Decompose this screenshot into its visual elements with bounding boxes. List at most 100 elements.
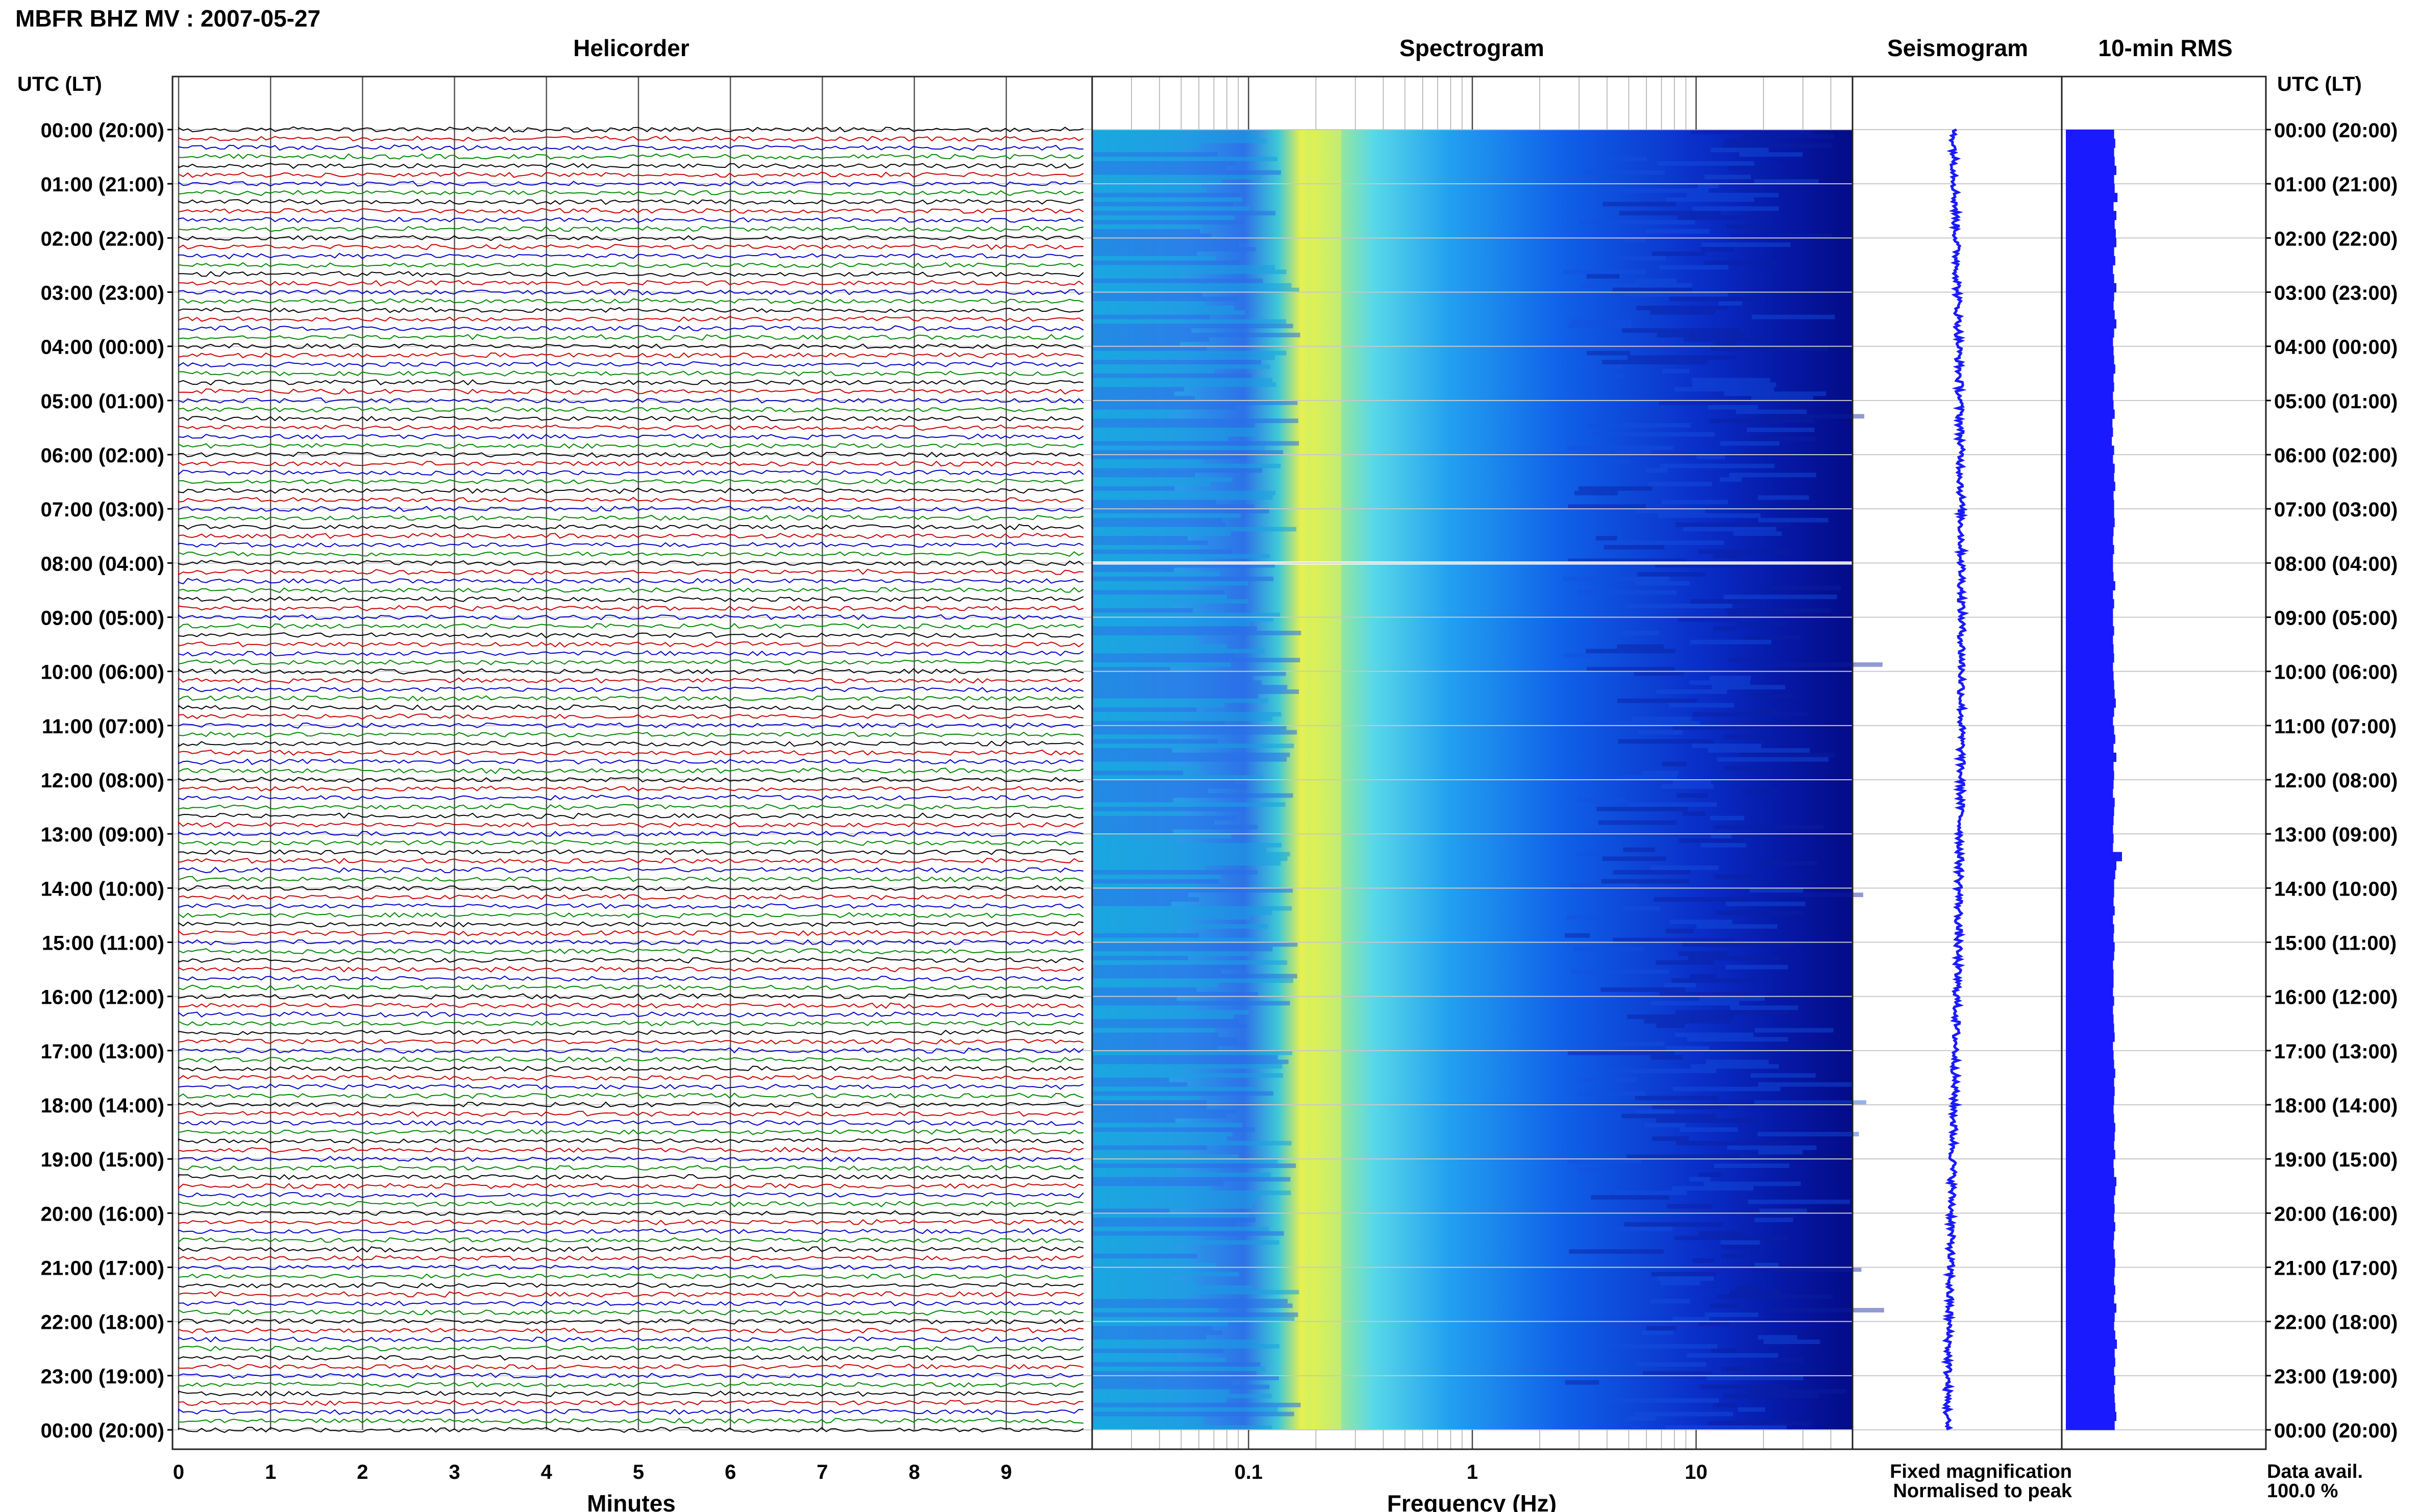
spectrogram-row [1092, 360, 1262, 365]
time-tick-left: 21:00 (17:00) [41, 1257, 164, 1280]
spectrogram-row [1092, 1344, 1280, 1349]
spectrogram-row [1624, 1222, 1723, 1227]
seismogram-title: Seismogram [1887, 35, 2028, 61]
spectrogram-row [1092, 138, 1267, 143]
spectrogram-row [1092, 1290, 1299, 1295]
spectrogram-row [1092, 698, 1268, 703]
helicorder-trace [178, 479, 1084, 485]
spectrogram-row [1092, 130, 1256, 134]
spectrogram-row [1606, 188, 1709, 193]
spectrogram-row [1563, 269, 1646, 275]
spectrogram-row [1635, 581, 1690, 586]
spectrogram-row [1578, 1168, 1611, 1173]
spectrogram-row [1092, 567, 1174, 573]
helicorder-trace [178, 596, 1084, 603]
spectrogram-row [1092, 256, 1216, 261]
spectrogram-row [1584, 170, 1665, 175]
helicorder-trace [178, 1129, 1084, 1135]
seismogram-plot [1940, 128, 1969, 1431]
spectrogram-row [1092, 1357, 1226, 1362]
helicorder-trace [178, 451, 1084, 458]
spectrogram-row [1613, 870, 1691, 875]
rms-bar [2066, 373, 2114, 383]
spectrogram-row [1600, 1344, 1718, 1349]
spectrogram-row [1661, 500, 1729, 505]
spectrogram-row [1092, 1123, 1242, 1128]
helicorder-trace [178, 1083, 1084, 1090]
rms-bar [2066, 328, 2114, 338]
rms-bar [2066, 680, 2114, 690]
spectrogram-row [1092, 666, 1171, 672]
spectrogram-row [1092, 1168, 1176, 1173]
spectrogram-row [1699, 996, 1765, 1001]
spectrogram-row [1657, 161, 1755, 166]
spectrogram-row [1092, 834, 1231, 839]
spectrogram-row [1092, 901, 1172, 906]
helicorder-trace [178, 668, 1084, 675]
spectrogram-row [1092, 1335, 1206, 1340]
helicorder-trace [178, 876, 1084, 883]
spectrogram-row [1645, 468, 1668, 473]
rms-bar [2066, 319, 2116, 329]
x-tick-labels: 0 1 2 3 4 5 6 7 8 9 0.1 1 10 [173, 1461, 1708, 1483]
spectrogram-row [1696, 455, 1725, 459]
rms-bar [2066, 364, 2115, 374]
spectrogram-row [1092, 527, 1297, 532]
rms-bar [2066, 1123, 2115, 1132]
helicorder-trace [178, 1318, 1084, 1325]
spectrogram-row [1687, 192, 1779, 197]
helicorder-trace [178, 731, 1084, 738]
spectrogram-row [1092, 585, 1187, 590]
spectrogram-row [1092, 1032, 1219, 1037]
spectrogram-row [1722, 143, 1832, 148]
spectrogram-row [1709, 676, 1751, 681]
spectrogram-row [1596, 807, 1688, 811]
spectrogram-row [1664, 983, 1696, 987]
spectrogram-row [1593, 432, 1715, 437]
spectrogram-xlabel: Frequency (Hz) [1387, 1490, 1557, 1512]
helicorder-trace [178, 641, 1084, 648]
spectrogram-row [1092, 1195, 1260, 1200]
rms-bar [2066, 463, 2115, 473]
spectrogram-row [1703, 1181, 1801, 1186]
spectrogram-row [1092, 888, 1293, 893]
rms-bar [2066, 888, 2114, 898]
spectrogram-row [1092, 622, 1250, 627]
spectrogram-row [1637, 572, 1706, 577]
spectrogram-row [1092, 658, 1300, 662]
helicorder-trace [178, 1291, 1084, 1298]
helicorder-trace [178, 469, 1084, 476]
spectrogram-row [1714, 874, 1756, 879]
spectrogram-row [1627, 802, 1717, 807]
spectrogram-row [1619, 211, 1721, 216]
spectrogram-row [1092, 693, 1258, 699]
spectrogram-row [1092, 301, 1205, 306]
spectrogram-row [1092, 1353, 1178, 1358]
spectrogram-row [1092, 1235, 1191, 1241]
time-tick-left: 01:00 (21:00) [41, 173, 164, 196]
spectrogram-row [1697, 184, 1719, 189]
rms-bar [2066, 1096, 2114, 1105]
time-tick-left: 11:00 (07:00) [42, 715, 164, 738]
spectrogram-row [1603, 544, 1665, 550]
spectrogram-row [1092, 992, 1258, 997]
spectrogram-row [1749, 888, 1804, 893]
spectrogram-row [1092, 1330, 1222, 1335]
spectrogram-row [1092, 1064, 1282, 1069]
rms-bar [2066, 165, 2116, 175]
helicorder-trace [178, 966, 1084, 973]
helicorder-trace [178, 1056, 1084, 1063]
time-tick-right: 00:00 (20:00) [2274, 1420, 2398, 1442]
spectrogram-row [1644, 1019, 1731, 1024]
spectrogram-row [1740, 752, 1836, 757]
rms-bar [2066, 1240, 2114, 1250]
spectrogram-row [1667, 1204, 1712, 1209]
helicorder-trace [178, 605, 1084, 611]
spectrogram-row [1092, 1416, 1203, 1421]
spectrogram-row [1750, 707, 1776, 712]
rms-bar [2066, 1069, 2115, 1078]
spectrogram-row [1092, 653, 1235, 658]
spectrogram-row [1092, 951, 1250, 956]
helicorder-trace [178, 253, 1084, 260]
time-tick-left: 13:00 (09:00) [41, 824, 164, 846]
